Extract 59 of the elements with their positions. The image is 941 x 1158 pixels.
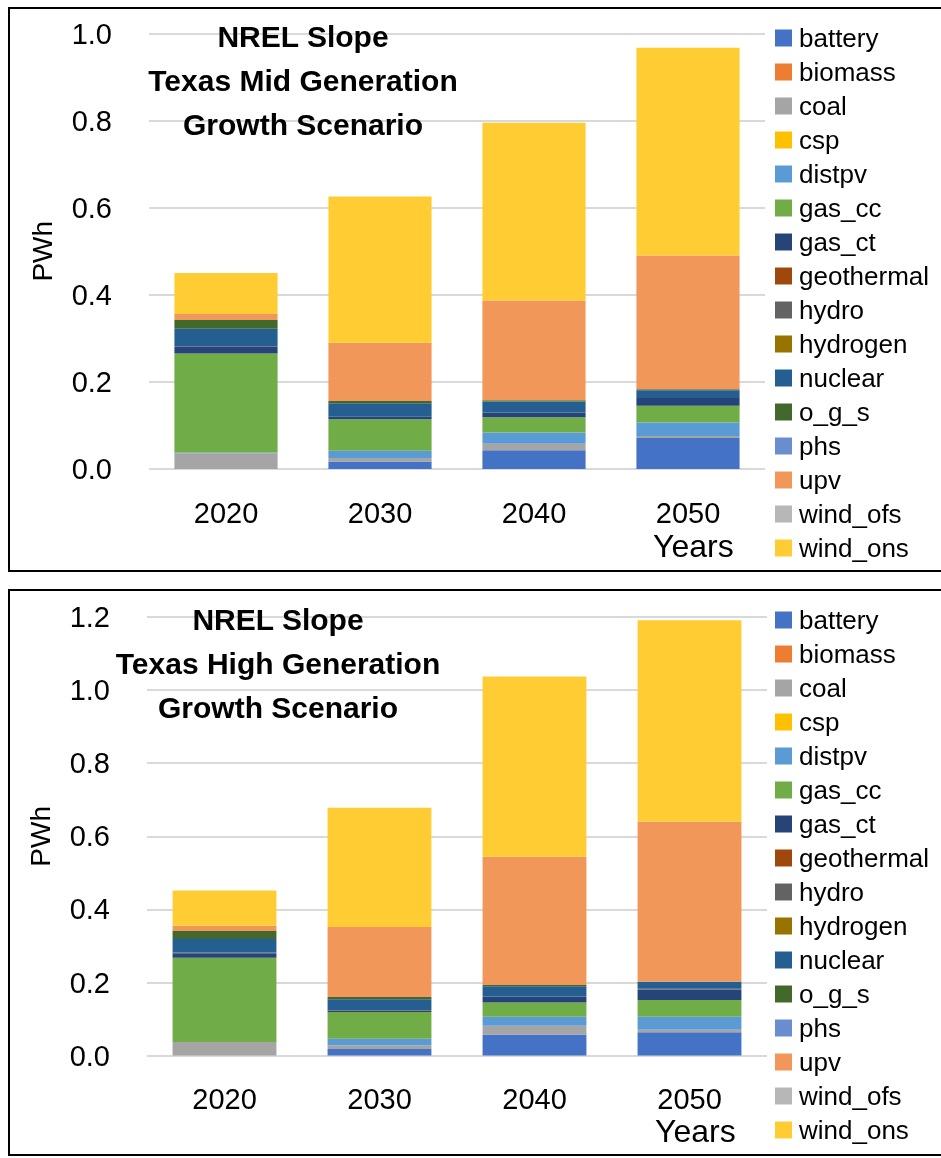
legend-label: wind_ons (798, 1115, 909, 1145)
y-tick-label: 0.8 (69, 747, 110, 780)
legend-label: biomass (799, 57, 896, 87)
legend-label: distpv (799, 159, 867, 189)
legend-label: coal (799, 673, 847, 703)
y-tick-label: 0.6 (69, 820, 110, 853)
legend-label: battery (799, 605, 879, 635)
y-tick-label: 0.6 (71, 191, 112, 224)
y-tick-label: 0.4 (71, 278, 112, 311)
legend-label: o_g_s (799, 979, 870, 1009)
legend-label: hydro (799, 877, 865, 907)
legend-label: coal (799, 91, 847, 121)
legend-label: nuclear (799, 945, 885, 975)
x-tick-label: 2050 (657, 1083, 722, 1116)
legend-label: geothermal (799, 261, 930, 291)
x-tick-label: 2040 (501, 496, 567, 529)
y-tick-label: 1.2 (69, 601, 110, 633)
x-tick-label: 2030 (347, 496, 413, 529)
legend-label: upv (799, 465, 841, 495)
y-tick-label: 0.2 (69, 966, 110, 999)
y-tick-label: 1.0 (71, 17, 112, 50)
legend-label: upv (799, 1047, 841, 1077)
y-tick-label: 0.8 (71, 104, 112, 137)
legend-label: o_g_s (799, 397, 870, 427)
x-tick-label: 2040 (502, 1083, 567, 1116)
legend-label: csp (799, 125, 840, 155)
x-tick-label: 2030 (347, 1083, 412, 1116)
y-tick-label: 0.4 (69, 893, 110, 926)
legend-label: hydrogen (799, 911, 908, 941)
x-axis-title: Years (653, 528, 734, 564)
y-axis-title: PWh (26, 220, 58, 282)
legend-label: distpv (799, 741, 867, 771)
legend-label: geothermal (799, 843, 930, 873)
text: NREL Slope Texas High Generation Growth Scenario (115, 602, 441, 724)
legend-label: wind_ofs (798, 499, 902, 529)
legend-label: gas_cc (799, 775, 882, 805)
x-tick-label: 2020 (193, 496, 259, 529)
x-axis-title: Years (655, 1113, 736, 1149)
y-tick-label: 0.2 (71, 365, 112, 398)
legend-label: gas_ct (799, 809, 877, 839)
y-tick-label: 0.0 (71, 453, 112, 485)
y-tick-label: 0.0 (69, 1039, 110, 1072)
y-axis-title: PWh (24, 805, 56, 867)
x-tick-label: 2050 (655, 496, 721, 529)
legend-label: battery (799, 23, 879, 53)
x-tick-label: 2020 (192, 1083, 257, 1116)
y-tick-label: 1.0 (69, 674, 110, 707)
legend-label: wind_ons (798, 533, 909, 563)
legend-label: phs (799, 431, 841, 461)
legend-label: biomass (799, 639, 896, 669)
legend-label: phs (799, 1013, 841, 1043)
legend-label: hydro (799, 295, 865, 325)
legend-label: wind_ofs (798, 1081, 902, 1111)
text: NREL Slope Texas Mid Generation Growth Scenario (148, 19, 458, 141)
legend-label: gas_ct (799, 227, 877, 257)
legend-label: gas_cc (799, 193, 882, 223)
legend-label: hydrogen (799, 329, 908, 359)
legend-label: nuclear (799, 363, 885, 393)
legend-label: csp (799, 707, 840, 737)
